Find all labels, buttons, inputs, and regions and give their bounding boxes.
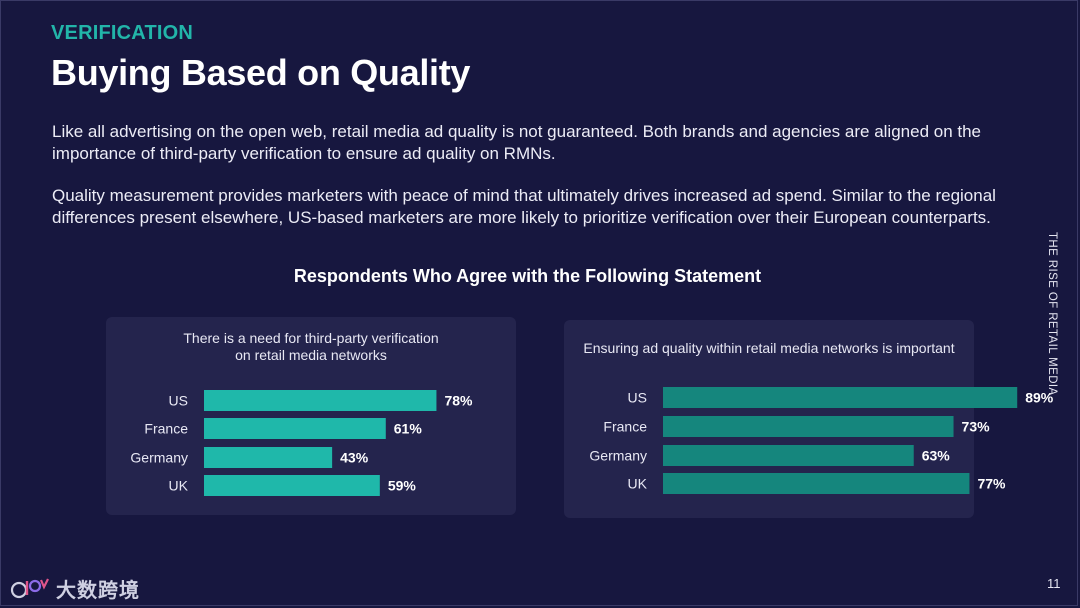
bar-germany <box>663 445 914 466</box>
body-paragraph-1: Like all advertising on the open web, re… <box>52 122 982 163</box>
value-label: 73% <box>962 419 991 435</box>
value-label: 77% <box>977 476 1006 492</box>
bar-chart-verification: US 78% France 61% Germany 43% UK 59% <box>130 390 473 496</box>
category-label: France <box>603 419 647 435</box>
chart-title-line: on retail media networks <box>235 347 387 363</box>
section-eyebrow: VERIFICATION <box>51 22 194 44</box>
value-label: 43% <box>340 450 369 466</box>
chart-heading: Respondents Who Agree with the Following… <box>293 266 762 286</box>
side-label: THE RISE OF RETAIL MEDIA <box>1046 232 1058 396</box>
category-label: UK <box>628 476 648 492</box>
category-label: Germany <box>589 448 647 464</box>
value-label: 63% <box>922 448 951 464</box>
category-label: Germany <box>130 450 188 466</box>
value-label: 78% <box>444 393 473 409</box>
chart-title-line: There is a need for third-party verifica… <box>183 330 439 346</box>
bar-france <box>663 416 954 437</box>
bar-germany <box>204 447 333 468</box>
bar-uk <box>663 473 970 494</box>
chart-title-ad-quality: Ensuring ad quality within retail media … <box>564 340 974 357</box>
bar-uk <box>204 475 380 496</box>
bar-france <box>204 418 386 439</box>
value-label: 59% <box>388 478 417 494</box>
bar-chart-ad-quality: US 89% France 73% Germany 63% UK 77% <box>589 387 1054 494</box>
category-label: US <box>169 393 188 409</box>
chart-panel-verification: There is a need for third-party verifica… <box>106 317 516 515</box>
chart-title-verification: There is a need for third-party verifica… <box>106 330 516 364</box>
chart-panel-ad-quality: Ensuring ad quality within retail media … <box>564 320 1054 518</box>
brand-logo-text: 大数跨境 <box>56 579 140 602</box>
bar-us <box>663 387 1018 408</box>
brand-logo: 大数跨境 <box>10 574 140 602</box>
category-label: UK <box>169 478 189 494</box>
body-paragraph-2: Quality measurement provides marketers w… <box>52 186 996 227</box>
page-title: Buying Based on Quality <box>51 52 471 93</box>
brand-logo-icon <box>10 578 49 599</box>
bar-us <box>204 390 437 411</box>
value-label: 89% <box>1025 390 1054 406</box>
page-number: 11 <box>1047 576 1061 591</box>
category-label: France <box>144 421 188 437</box>
value-label: 61% <box>394 421 423 437</box>
category-label: US <box>628 390 647 406</box>
chart-title-line: Ensuring ad quality within retail media … <box>583 340 955 356</box>
